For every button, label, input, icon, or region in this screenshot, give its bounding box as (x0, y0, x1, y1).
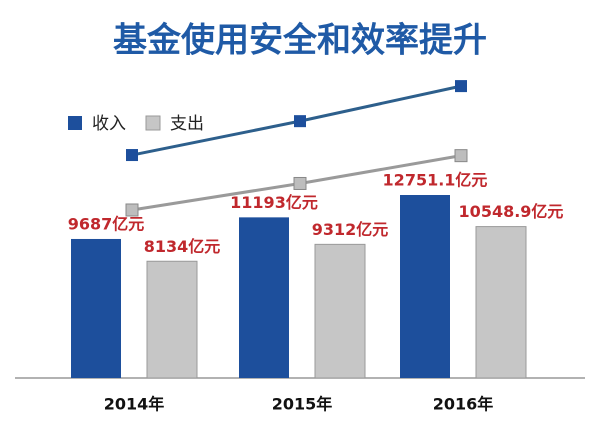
bar (71, 238, 121, 378)
data-label: 11193亿元 (230, 193, 318, 212)
trend-marker (126, 149, 138, 162)
bar (146, 260, 198, 379)
legend-swatch (68, 116, 82, 130)
trend-marker (294, 115, 306, 128)
legend-label: 收入 (92, 114, 126, 134)
data-label: 10548.9亿元 (459, 202, 564, 221)
trend-marker (454, 149, 468, 163)
data-label: 8134亿元 (144, 237, 221, 256)
data-label: 9312亿元 (312, 220, 389, 239)
trend-marker (125, 203, 139, 217)
bar (475, 226, 527, 379)
data-label: 9687亿元 (68, 214, 145, 233)
trend-marker (455, 80, 467, 93)
trend-marker (293, 176, 307, 190)
x-tick-label: 2015年 (272, 395, 333, 414)
legend-label: 支出 (170, 114, 204, 134)
data-label: 12751.1亿元 (383, 171, 488, 190)
bar (239, 217, 289, 378)
x-tick-label: 2016年 (433, 395, 494, 414)
bar (314, 243, 366, 379)
chart-title: 基金使用安全和效率提升 (113, 21, 487, 61)
legend-swatch (145, 115, 161, 131)
x-tick-label: 2014年 (104, 395, 165, 414)
bar (400, 195, 450, 378)
